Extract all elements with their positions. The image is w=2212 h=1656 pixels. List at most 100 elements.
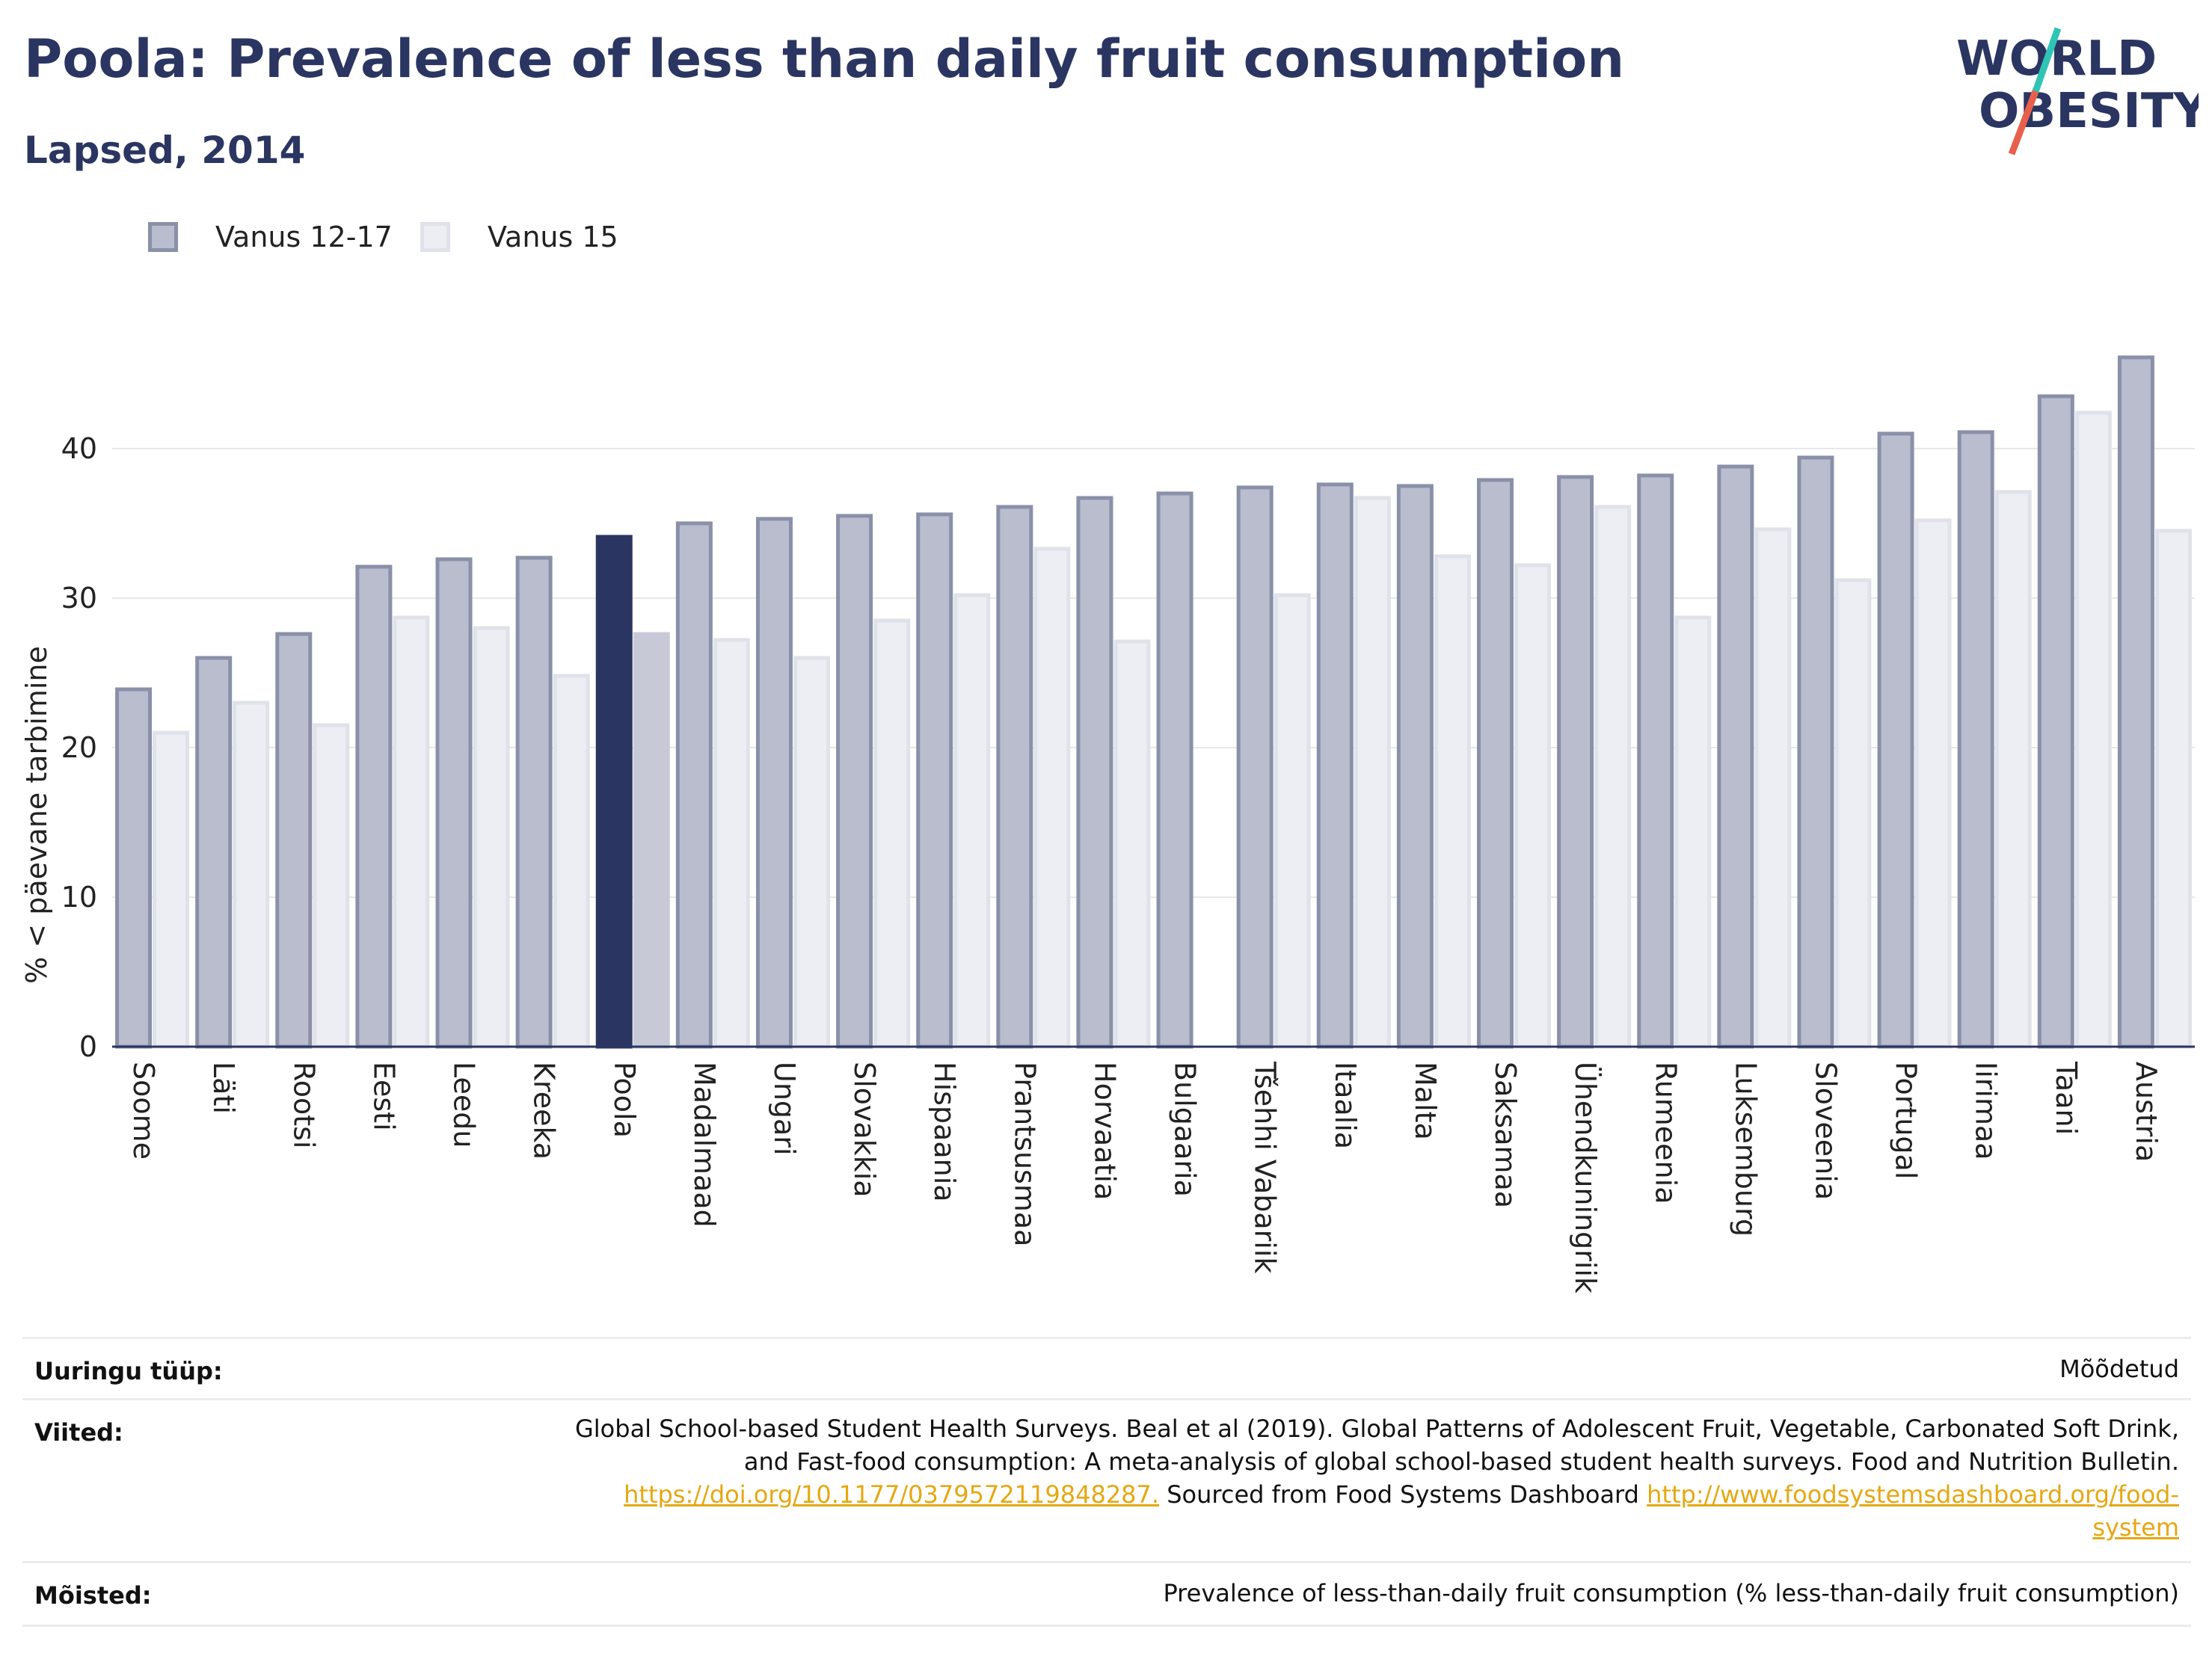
x-tick-label: Iirimaa (1970, 1062, 2003, 1160)
bar-age-15-4[interactable] (473, 626, 510, 1049)
info-value-survey-type: Mõõdetud (2059, 1355, 2179, 1383)
reference-line-3: https://doi.org/10.1177/0379572119848287… (575, 1478, 2179, 1511)
info-value-references: Global School-based Student Health Surve… (575, 1412, 2179, 1544)
x-tick-label: Taani (2050, 1061, 2083, 1135)
logo-slash-top (2030, 27, 2062, 97)
x-tick-label: Saksamaa (1489, 1062, 1522, 1208)
legend-item-age-12-17[interactable]: Vanus 12-17 (148, 221, 393, 253)
bar-age-12-17-10[interactable] (916, 512, 953, 1049)
bar-age-12-17-2[interactable] (275, 632, 313, 1049)
doi-link[interactable]: https://doi.org/10.1177/0379572119848287… (624, 1480, 1160, 1509)
x-tick-label: Rootsi (287, 1062, 320, 1148)
x-tick-label: Slovakkia (848, 1062, 881, 1198)
bar-age-12-17-5[interactable] (515, 555, 553, 1049)
page-subtitle: Lapsed, 2014 (24, 129, 306, 172)
bar-age-12-17-6[interactable] (595, 535, 633, 1049)
x-tick-label: Luksemburg (1729, 1062, 1762, 1237)
x-tick-label: Bulgaaria (1169, 1062, 1202, 1197)
bar-age-12-17-1[interactable] (195, 656, 233, 1049)
x-tick-label: Horvaatia (1088, 1062, 1121, 1200)
reference-line-4: system (575, 1511, 2179, 1544)
bar-age-12-17-20[interactable] (1717, 464, 1754, 1049)
bar-age-15-3[interactable] (393, 615, 430, 1049)
bar-age-12-17-4[interactable] (435, 557, 473, 1049)
bar-age-15-7[interactable] (713, 638, 750, 1049)
x-tick-label: Ungari (768, 1062, 801, 1156)
bar-age-15-24[interactable] (2074, 410, 2112, 1049)
bar-age-15-14[interactable] (1274, 593, 1311, 1049)
bar-age-15-19[interactable] (1674, 615, 1712, 1049)
x-tick-label: Tšehhi Vabariik (1249, 1061, 1282, 1273)
info-label-survey-type: Uuringu tüüp: (34, 1357, 223, 1385)
bar-age-15-0[interactable] (153, 730, 190, 1049)
bar-age-12-17-0[interactable] (115, 687, 153, 1049)
dashboard-link-cont[interactable]: system (2092, 1513, 2179, 1542)
y-tick-label: 20 (61, 731, 97, 764)
bar-age-15-9[interactable] (873, 618, 911, 1049)
chart-bars (115, 355, 2192, 1049)
reference-line-1: Global School-based Student Health Surve… (574, 1415, 2179, 1443)
x-axis-ticks: Soome Läti Rootsi Eesti Leedu Kreeka Poola Mada… (127, 1061, 2163, 1293)
bar-age-15-25[interactable] (2154, 529, 2192, 1049)
bar-age-15-15[interactable] (1354, 496, 1391, 1049)
bar-age-15-6[interactable] (633, 632, 670, 1049)
x-tick-label: Austria (2130, 1062, 2163, 1162)
bar-age-12-17-12[interactable] (1076, 496, 1113, 1049)
bar-age-15-20[interactable] (1754, 527, 1792, 1049)
bar-age-12-17-16[interactable] (1396, 484, 1434, 1049)
x-tick-label: Sloveenia (1809, 1062, 1842, 1200)
logo-text-obesity: OBESITY (1979, 84, 2199, 139)
bar-age-12-17-3[interactable] (355, 564, 393, 1049)
bar-age-12-17-24[interactable] (2037, 394, 2074, 1049)
bar-age-12-17-9[interactable] (836, 514, 873, 1049)
x-tick-label: Prantsusmaa (1008, 1062, 1041, 1246)
x-tick-label: Läti (207, 1062, 240, 1114)
y-axis-label: % < päevane tarbimine (20, 646, 53, 984)
y-tick-label: 40 (61, 432, 97, 465)
info-label-definitions: Mõisted: (34, 1581, 152, 1610)
bar-age-12-17-13[interactable] (1156, 491, 1193, 1049)
bar-age-15-23[interactable] (1994, 490, 2032, 1049)
info-row-definitions: Mõisted: Prevalence of less-than-daily f… (22, 1561, 2191, 1627)
bar-age-12-17-15[interactable] (1316, 482, 1354, 1049)
world-obesity-logo: WORLD OBESITY (1956, 27, 2199, 156)
y-tick-label: 10 (61, 881, 97, 914)
bar-age-15-16[interactable] (1434, 554, 1471, 1049)
bar-age-12-17-23[interactable] (1957, 430, 1994, 1049)
bar-age-15-1[interactable] (233, 701, 270, 1049)
bar-age-12-17-18[interactable] (1557, 475, 1594, 1049)
legend-swatch-age-12-17 (148, 222, 178, 252)
bar-age-15-12[interactable] (1113, 639, 1151, 1049)
bar-age-12-17-7[interactable] (675, 521, 713, 1049)
x-tick-label: Madalmaad (688, 1062, 721, 1228)
bar-age-15-8[interactable] (793, 656, 830, 1049)
bar-age-12-17-25[interactable] (2117, 355, 2154, 1049)
x-tick-label: Hispaania (928, 1062, 961, 1202)
bar-age-15-21[interactable] (1834, 578, 1872, 1049)
bar-age-15-2[interactable] (313, 723, 350, 1049)
bar-age-12-17-19[interactable] (1637, 473, 1674, 1049)
bar-age-15-10[interactable] (953, 593, 991, 1049)
x-tick-label: Poola (608, 1062, 641, 1138)
bar-age-15-18[interactable] (1594, 505, 1632, 1049)
x-tick-label: Itaalia (1329, 1062, 1362, 1149)
bar-age-15-22[interactable] (1914, 518, 1952, 1049)
x-tick-label: Soome (127, 1062, 160, 1160)
x-tick-label: Portugal (1890, 1062, 1923, 1179)
info-label-references: Viited: (34, 1418, 123, 1447)
bar-age-15-5[interactable] (553, 674, 590, 1049)
y-axis-ticks: 0 10 20 30 40 (61, 432, 97, 1063)
bar-age-12-17-11[interactable] (996, 505, 1033, 1049)
bar-age-15-17[interactable] (1514, 563, 1552, 1049)
bar-age-15-11[interactable] (1033, 547, 1071, 1049)
info-row-survey-type: Uuringu tüüp: Mõõdetud (22, 1337, 2191, 1400)
page-title: Poola: Prevalence of less than daily fru… (24, 28, 1625, 90)
reference-source-text: Sourced from Food Systems Dashboard (1159, 1480, 1647, 1509)
bar-age-12-17-21[interactable] (1797, 455, 1834, 1049)
dashboard-link[interactable]: http://www.foodsystemsdashboard.org/food… (1647, 1480, 2179, 1509)
bar-age-12-17-22[interactable] (1877, 431, 1914, 1049)
bar-age-12-17-8[interactable] (755, 517, 793, 1049)
bar-age-12-17-17[interactable] (1477, 478, 1514, 1049)
bar-age-12-17-14[interactable] (1236, 485, 1274, 1049)
legend-item-age-15[interactable]: Vanus 15 (420, 221, 618, 253)
